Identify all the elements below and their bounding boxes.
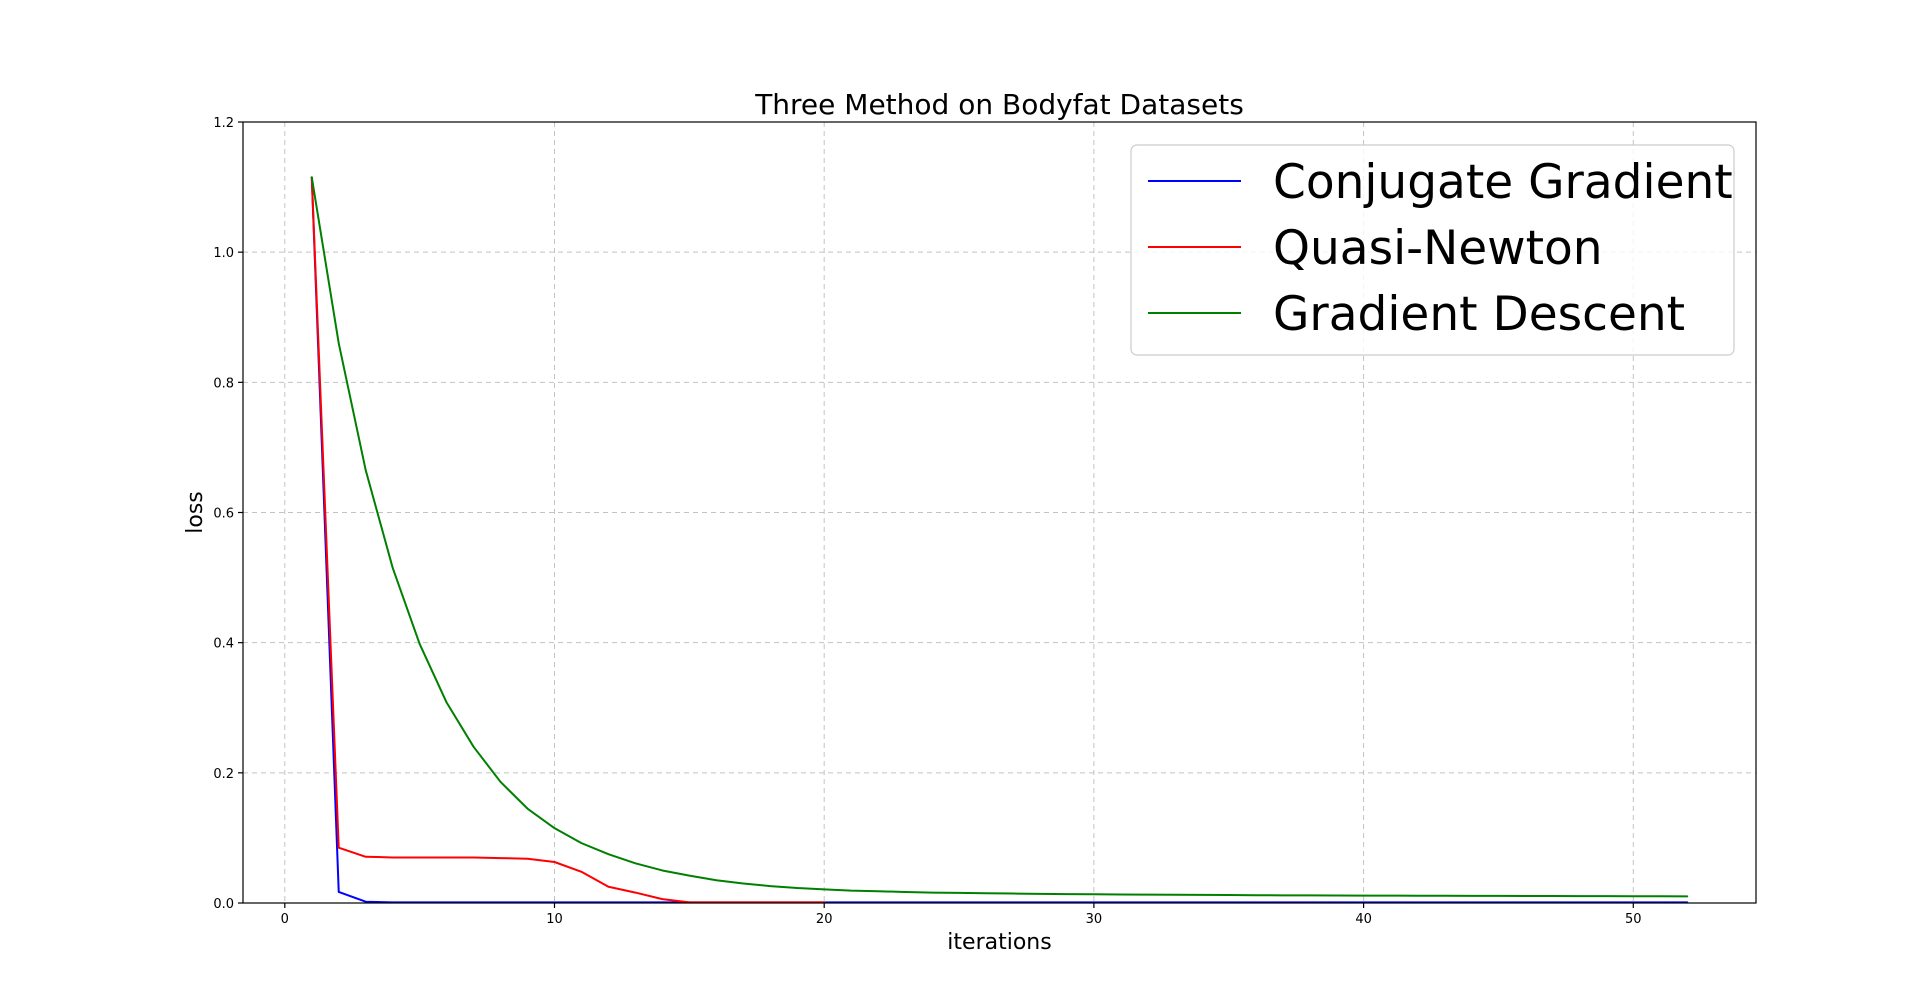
legend-label-0: Conjugate Gradient bbox=[1273, 155, 1733, 210]
legend-label-1: Quasi-Newton bbox=[1273, 221, 1603, 276]
x-tick-label: 0 bbox=[281, 912, 289, 927]
x-axis-label: iterations bbox=[947, 930, 1051, 955]
x-tick-label: 30 bbox=[1086, 912, 1103, 927]
series-group bbox=[310, 176, 1689, 904]
x-tick-label: 20 bbox=[816, 912, 833, 927]
series-line-1 bbox=[310, 176, 826, 904]
x-tick-label: 50 bbox=[1625, 912, 1642, 927]
y-tick-label: 0.4 bbox=[213, 637, 234, 652]
chart-title: Three Method on Bodyfat Datasets bbox=[754, 88, 1244, 121]
y-tick-label: 1.2 bbox=[213, 116, 234, 131]
axis-ticks: 0 10 20 30 40 50 0.0 0.2 0.4 0.6 0.8 1.0 1.2 bbox=[213, 116, 1641, 927]
y-tick-label: 1.0 bbox=[213, 246, 234, 261]
legend: Conjugate Gradient Quasi-Newton Gradient D… bbox=[1130, 144, 1735, 356]
series-line-0 bbox=[310, 176, 1689, 904]
x-tick-label: 40 bbox=[1355, 912, 1372, 927]
x-tick-label: 10 bbox=[546, 912, 563, 927]
legend-label-2: Gradient Descent bbox=[1273, 287, 1685, 342]
series-line-2 bbox=[310, 176, 1689, 898]
y-tick-label: 0.6 bbox=[213, 507, 234, 522]
y-tick-label: 0.0 bbox=[213, 897, 234, 912]
y-tick-label: 0.2 bbox=[213, 767, 234, 782]
y-tick-label: 0.8 bbox=[213, 376, 234, 391]
y-axis-label: loss bbox=[183, 491, 208, 534]
legend-box bbox=[1130, 144, 1735, 356]
